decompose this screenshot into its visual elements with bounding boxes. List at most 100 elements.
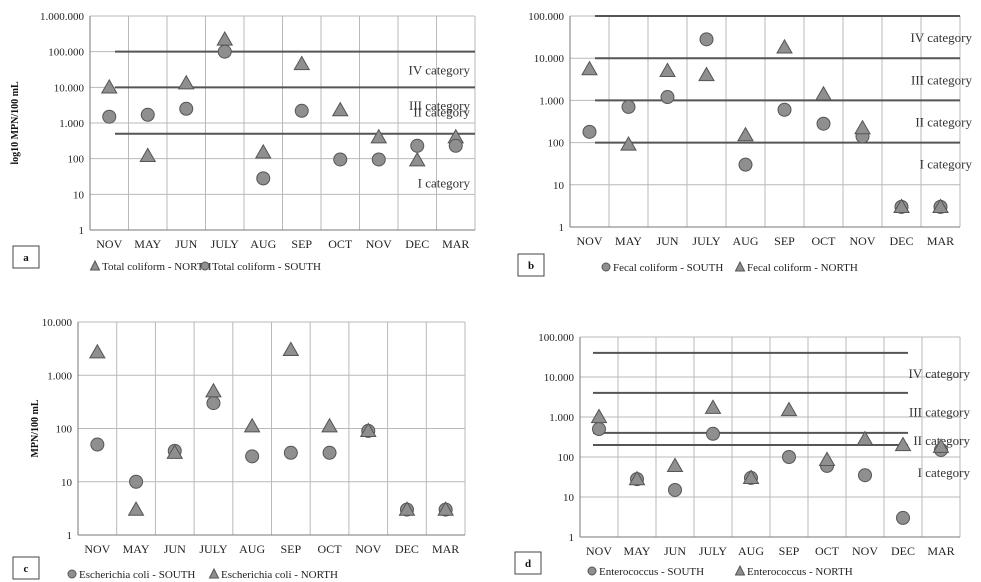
x-tick-label: MAR [927, 544, 954, 558]
data-point-triangle [408, 151, 426, 167]
chart-panel-c: 1 10 100 1.000 10.000 NOV MAY JUN JULY AUG SEP OCT N… [12, 317, 466, 581]
legend-circle-icon [587, 566, 597, 576]
data-point-triangle [780, 401, 798, 417]
data-point-triangle [293, 55, 311, 71]
data-point-triangle [894, 436, 912, 452]
y-tick-label: 1.000 [549, 412, 574, 424]
data-point-triangle [856, 430, 874, 446]
data-point-triangle [205, 382, 222, 398]
category-label: IV category [409, 62, 471, 77]
data-point-circle [706, 426, 720, 441]
x-tick-label: NOV [850, 234, 876, 248]
category-label: III category [909, 404, 970, 419]
data-point-circle [140, 107, 155, 122]
legend-entry: Escherichia coli - SOUTH [79, 569, 195, 581]
legend-entry: Total coliform - NORTH [102, 261, 212, 273]
legend-triangle-icon [734, 260, 746, 272]
x-tick-label: MAY [624, 544, 651, 558]
data-point-circle [660, 90, 675, 105]
x-tick-label: OCT [328, 237, 353, 251]
y-tick-label: 10 [73, 189, 85, 201]
data-point-triangle [737, 126, 754, 142]
panel-label: b [528, 260, 534, 272]
x-tick-label: SEP [774, 234, 795, 248]
x-tick-label: SEP [281, 542, 302, 556]
x-tick-label: OCT [812, 234, 837, 248]
category-label: II category [413, 104, 470, 119]
panel-label: c [24, 563, 29, 575]
data-point-triangle [243, 417, 261, 433]
data-point-circle [816, 116, 831, 131]
data-point-triangle [698, 66, 715, 82]
x-tick-label: AUG [250, 237, 276, 251]
data-point-triangle [854, 119, 871, 135]
y-tick-label: 100 [548, 138, 565, 150]
legend-triangle-icon [208, 567, 220, 579]
x-tick-label: DEC [891, 544, 915, 558]
x-tick-label: OCT [815, 544, 840, 558]
data-point-circle [738, 157, 753, 172]
data-point-triangle [254, 143, 272, 159]
panel-label-box [517, 253, 545, 277]
x-tick-label: AUG [738, 544, 764, 558]
category-label: I category [418, 176, 471, 191]
y-tick-label: 10 [563, 492, 575, 504]
x-tick-label: SEP [779, 544, 800, 558]
x-tick-label: JULY [211, 237, 239, 251]
legend-entry: Enterococcus - SOUTH [599, 566, 704, 578]
legend-triangle-icon [89, 259, 101, 271]
y-tick-label: 100.000 [538, 332, 574, 344]
x-tick-label: MAR [442, 237, 469, 251]
data-point-circle [668, 482, 682, 497]
data-point-triangle [100, 78, 118, 94]
legend-entry: Fecal coliform - SOUTH [613, 262, 723, 274]
series-triangle [590, 399, 950, 486]
series-triangle [581, 38, 949, 213]
x-tick-label: SEP [291, 237, 312, 251]
x-tick-label: DEC [395, 542, 419, 556]
category-label: III category [911, 72, 972, 87]
data-point-circle [245, 449, 260, 464]
series-triangle [100, 30, 465, 167]
category-label: II category [915, 114, 972, 129]
x-tick-label: NOV [586, 544, 612, 558]
data-point-triangle [818, 451, 836, 466]
data-point-circle [283, 445, 298, 460]
data-point-triangle [359, 422, 377, 438]
y-tick-label: 100.000 [528, 11, 564, 23]
panel-label-box [12, 245, 40, 269]
legend-entry: Fecal coliform - NORTH [747, 262, 858, 274]
category-label: I category [920, 157, 973, 172]
data-point-circle [179, 101, 194, 116]
data-point-circle [333, 152, 348, 167]
data-point-circle [294, 103, 309, 118]
chart-panel-b: 1 10 100 1.000 10.000 100.000 NOV MAY JUN JULY AUG… [517, 11, 973, 277]
data-point-triangle [704, 399, 722, 414]
x-tick-label: JUN [656, 234, 678, 248]
data-point-triangle [581, 60, 598, 76]
x-tick-label: DEC [405, 237, 429, 251]
y-axis-label: log10 MPN/100 mL [10, 81, 21, 165]
x-tick-label: AUG [733, 234, 759, 248]
data-point-circle [448, 138, 463, 153]
x-tick-label: JULY [199, 542, 227, 556]
panel-label-box [514, 551, 542, 575]
y-tick-label: 1.000.000 [40, 11, 85, 23]
data-point-triangle [666, 457, 684, 472]
data-point-triangle [370, 128, 388, 144]
chart-panel-a: 1 10 100 1.000 10.000 100.000 1.000.000 NOV MAY J… [10, 11, 476, 273]
data-point-triangle [893, 198, 910, 213]
data-point-triangle [742, 469, 760, 485]
data-point-circle [858, 468, 872, 483]
y-tick-label: 10.000 [534, 53, 565, 65]
data-point-triangle [139, 147, 157, 162]
y-tick-label: 1.000 [47, 370, 72, 382]
category-label: III category [409, 98, 470, 113]
y-tick-label: 1.000 [59, 118, 84, 130]
panel-label: a [23, 252, 29, 264]
y-tick-label: 1 [67, 530, 73, 542]
data-point-circle [206, 396, 221, 411]
series-triangle [88, 341, 455, 516]
category-label: IV category [911, 30, 973, 45]
